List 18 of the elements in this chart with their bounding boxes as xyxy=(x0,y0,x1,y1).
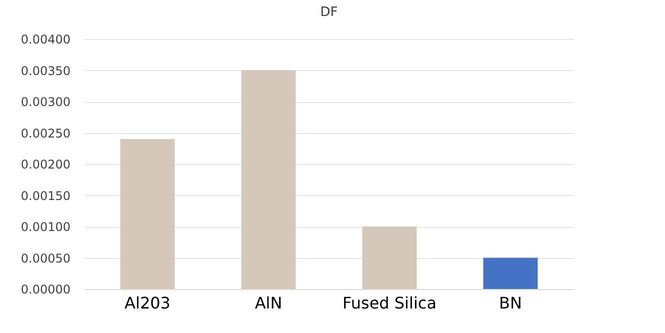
y-tick-label: 0.00350 xyxy=(20,64,70,78)
bar xyxy=(483,258,538,289)
y-tick-label: 0.00000 xyxy=(20,282,70,296)
x-tick-label: AlN xyxy=(254,294,282,312)
x-tick-label: Al203 xyxy=(124,294,170,312)
chart-title: DF xyxy=(320,5,338,20)
y-tick-label: 0.00100 xyxy=(20,220,70,234)
bar xyxy=(241,70,296,289)
y-tick-label: 0.00200 xyxy=(20,158,70,172)
bar xyxy=(362,226,417,289)
x-tick-label: Fused Silica xyxy=(342,294,436,312)
y-tick-label: 0.00400 xyxy=(20,32,70,46)
y-tick-label: 0.00250 xyxy=(20,126,70,140)
x-tick-label: BN xyxy=(499,294,522,312)
y-tick-label: 0.00150 xyxy=(20,188,70,203)
y-tick-label: 0.00300 xyxy=(20,95,70,109)
bar xyxy=(120,139,175,289)
y-tick-label: 0.00050 xyxy=(20,251,70,266)
